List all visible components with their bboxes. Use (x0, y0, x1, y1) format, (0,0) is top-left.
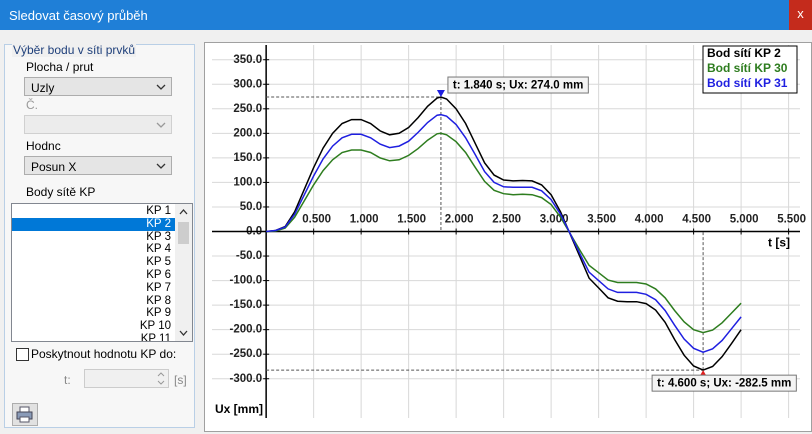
label: Hodnc (26, 139, 61, 153)
legend-entry: Bod sítí KP 30 (707, 61, 788, 75)
spin-arrows (157, 372, 165, 385)
chart-frame (204, 42, 812, 432)
annotation-box (651, 374, 797, 392)
checkbox-label: Poskytnout hodnotu KP do: (31, 347, 177, 361)
x-tick-label: 3.500 (587, 214, 616, 226)
y-tick-label: -50.0 (236, 250, 262, 262)
x-tick-label: 1.000 (350, 214, 379, 226)
legend-entry: Bod sítí KP 2 (707, 46, 781, 60)
chevron (156, 84, 166, 90)
print-icon (16, 406, 33, 423)
print-button[interactable] (12, 403, 38, 426)
x-tick-label: 2.500 (492, 214, 521, 226)
chevron (156, 163, 166, 169)
list-item[interactable]: KP 6 (146, 269, 171, 281)
annotation-label: t: 1.840 s; Ux: 274.0 mm (453, 80, 583, 92)
spin-input (84, 369, 169, 388)
legend-entry: Bod sítí KP 31 (707, 76, 788, 90)
x-axis-label: t [s] (768, 236, 790, 250)
list-item[interactable]: KP 7 (146, 281, 171, 294)
list-item[interactable]: KP 3 (146, 230, 171, 243)
y-tick-label: -100.0 (230, 275, 263, 287)
y-tick-label: 200.0 (233, 127, 262, 139)
x-tick-label: 5.500 (777, 214, 806, 226)
y-tick-label: -200.0 (230, 324, 263, 336)
y-tick-label: -300.0 (230, 373, 263, 385)
scrollbar-graphic (178, 209, 189, 336)
x-tick-label: 1.500 (397, 214, 426, 226)
legend-box (702, 45, 798, 94)
dropdown (24, 115, 172, 134)
x-tick-label: 2.000 (445, 214, 474, 226)
list-item[interactable]: KP 1 (146, 205, 171, 217)
series-line (266, 132, 742, 334)
x-tick-label: 5.000 (730, 214, 759, 226)
list-item[interactable]: KP 5 (146, 256, 171, 269)
chart: 0.500 1.000 1.500 2.000 2.500 3.000 3.500 4.000… (204, 42, 812, 432)
list-item[interactable]: KP 2 (12, 217, 175, 231)
annotation-label: t: 4.600 s; Ux: -282.5 mm (657, 378, 791, 390)
list-item[interactable]: KP 4 (146, 243, 171, 256)
y-tick-label: -250.0 (230, 348, 263, 360)
label: [s] (174, 373, 187, 387)
y-tick-label: 100.0 (233, 176, 262, 188)
dropdown[interactable]: Uzly (24, 77, 172, 96)
label: Č. (26, 98, 38, 112)
y-tick-label: 300.0 (233, 78, 262, 90)
x-tick-label: 4.000 (635, 214, 664, 226)
y-tick-label: 250.0 (233, 103, 262, 115)
annotation-box (447, 76, 589, 94)
label: t: (64, 373, 71, 387)
label: Body sítě KP (26, 185, 96, 199)
group-title: Výběr bodu v síti prvků (12, 43, 137, 57)
list-item[interactable]: KP 10 (139, 320, 171, 333)
dropdown-value: Posun X (31, 160, 77, 174)
close-button[interactable]: x (789, 0, 812, 30)
y-tick-label: 150.0 (233, 152, 262, 164)
list-item[interactable]: KP 11 (140, 333, 171, 342)
list-item[interactable]: KP 8 (146, 294, 171, 307)
y-tick-label: 50.0 (240, 201, 262, 213)
chevron (156, 122, 166, 128)
checkbox[interactable] (16, 348, 29, 361)
label: Plocha / prut (26, 60, 94, 74)
x-tick-label: 0.500 (302, 214, 331, 226)
y-axis-label: Ux [mm] (215, 402, 263, 416)
scrollbar (175, 204, 192, 341)
list-item[interactable]: KP 9 (146, 307, 171, 320)
series-line (266, 96, 742, 371)
dropdown-value: Uzly (31, 81, 55, 95)
window-title: Sledovat časový průběh (9, 8, 148, 23)
y-tick-label: 350.0 (233, 54, 262, 66)
listbox: KP 1 KP 2 KP 3 KP 4 KP 5 KP 6 KP 7 KP 8 KP 9 KP 1… (11, 203, 193, 342)
series-line (266, 113, 742, 354)
dropdown[interactable]: Posun X (24, 156, 172, 175)
title-bar: Sledovat časový průběh x (0, 0, 812, 30)
y-tick-label: -150.0 (230, 299, 263, 311)
x-tick-label: 4.500 (682, 214, 711, 226)
annotation-marker (436, 90, 445, 98)
